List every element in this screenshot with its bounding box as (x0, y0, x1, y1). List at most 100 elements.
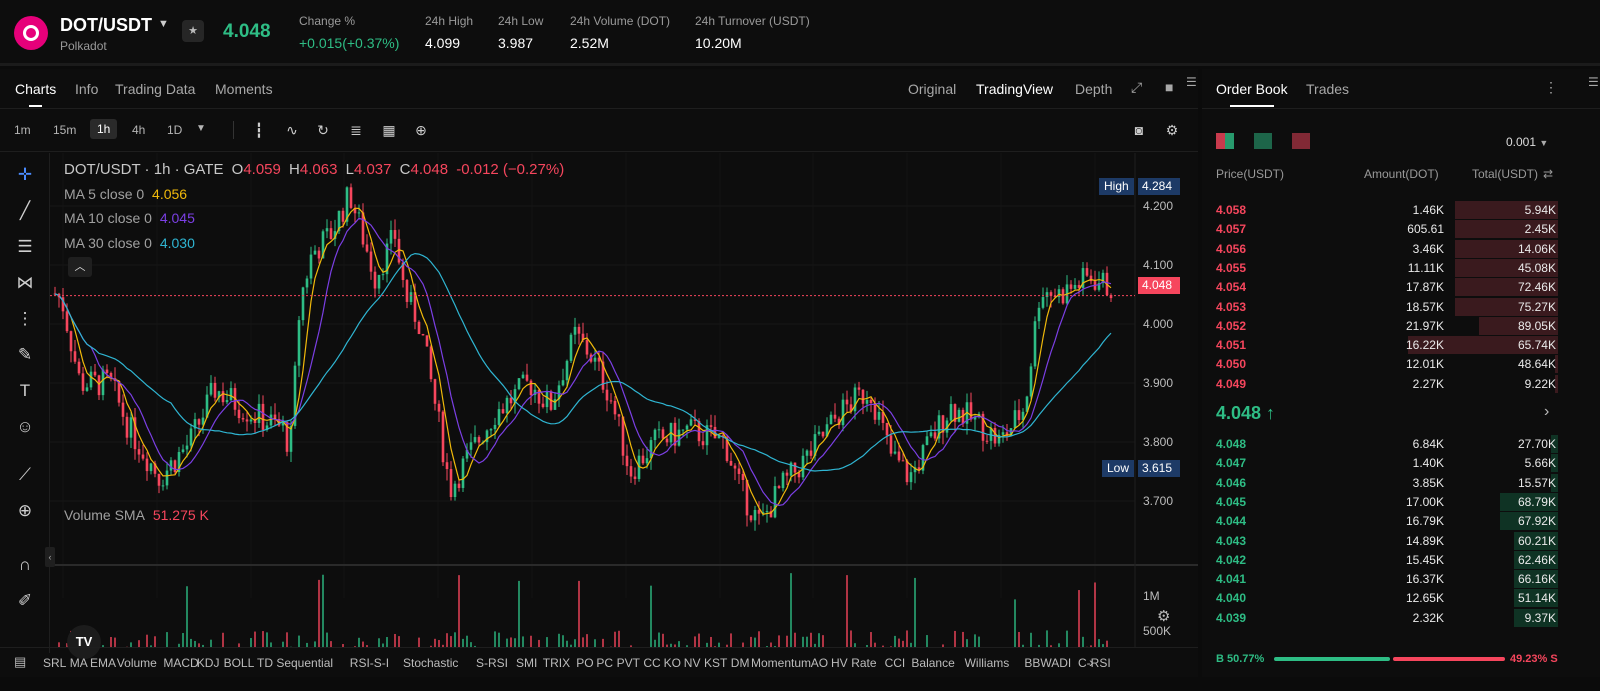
replay-icon[interactable]: ↻ (317, 122, 329, 138)
view-depth[interactable]: Depth (1075, 81, 1113, 97)
more-menu-icon[interactable]: ⋮ (1544, 79, 1558, 95)
indicator-pc[interactable]: PC (596, 656, 614, 670)
indicator-pvt[interactable]: PVT (616, 656, 640, 670)
indicator-nv[interactable]: NV (683, 656, 701, 670)
emoji-icon[interactable]: ☺ (16, 417, 34, 436)
fib-icon[interactable]: ⋮ (16, 309, 34, 328)
indicator-ko[interactable]: KO (663, 656, 681, 670)
view-tradingview[interactable]: TradingView (976, 81, 1054, 97)
bid-row[interactable]: 4.047 1.40K 5.66K (1216, 453, 1558, 473)
indicator-adi[interactable]: ADI (1051, 656, 1072, 670)
timeframe-1d[interactable]: 1D (167, 123, 183, 137)
bid-row[interactable]: 4.040 12.65K 51.14K (1216, 588, 1558, 608)
tab-info[interactable]: Info (75, 81, 99, 97)
indicator-rsi-s-i[interactable]: RSI-S-I (349, 656, 390, 670)
layout-square-icon[interactable]: ■ (1165, 79, 1174, 95)
indicator-balance[interactable]: Balance (911, 656, 955, 670)
ask-row[interactable]: 4.056 3.46K 14.06K (1216, 239, 1558, 258)
indicator-ma[interactable]: MA (69, 656, 88, 670)
bid-row[interactable]: 4.044 16.79K 67.92K (1216, 511, 1558, 531)
bid-row[interactable]: 4.048 6.84K 27.70K (1216, 434, 1558, 453)
trend-line-icon[interactable]: ╱ (19, 201, 31, 220)
tab-order-book[interactable]: Order Book (1216, 81, 1288, 107)
bid-row[interactable]: 4.046 3.85K 15.57K (1216, 473, 1558, 492)
pair-name[interactable]: DOT/USDT (60, 15, 152, 35)
indicator-bbw[interactable]: BBW (1024, 656, 1052, 670)
indicator-cc[interactable]: CC (643, 656, 661, 670)
indicator-hv[interactable]: HV (831, 656, 848, 670)
indicator-ema[interactable]: EMA (90, 656, 117, 670)
brush-icon[interactable]: ✎ (17, 345, 33, 364)
timeframe-1m[interactable]: 1m (14, 123, 31, 137)
candlestick-icon[interactable]: ┇ (254, 122, 264, 138)
tab-trades[interactable]: Trades (1306, 81, 1350, 97)
indicator-macd[interactable]: MACD (163, 656, 199, 670)
indicators-next-icon[interactable]: › (1089, 654, 1094, 670)
precision-select[interactable]: 0.001 ▼ (1506, 135, 1549, 149)
expand-icon[interactable]: ⤢ (1131, 79, 1143, 95)
indicator-ao[interactable]: AO (810, 656, 829, 670)
indicator-srl[interactable]: SRL (43, 656, 67, 670)
indicator-td-sequential[interactable]: TD Sequential (257, 656, 334, 670)
ask-row[interactable]: 4.050 12.01K 48.64K (1216, 354, 1558, 374)
zoom-in-icon[interactable]: ⊕ (17, 501, 33, 520)
timeframe-dropdown-icon[interactable]: ▼ (196, 123, 206, 134)
indicator-williams[interactable]: Williams (964, 656, 1010, 670)
indicator-po[interactable]: PO (576, 656, 594, 670)
indicator-dm[interactable]: DM (730, 656, 750, 670)
indicator-c-rsi[interactable]: C-RSI (1078, 656, 1111, 670)
indicator-s-rsi[interactable]: S-RSI (476, 656, 509, 670)
bid-row[interactable]: 4.043 14.89K 60.21K (1216, 531, 1558, 550)
mid-price-arrow-icon[interactable]: › (1544, 403, 1550, 420)
text-tool-icon[interactable]: T (19, 381, 31, 400)
ask-row[interactable]: 4.054 17.87K 72.46K (1216, 277, 1558, 297)
menu-lines-icon[interactable]: ☰ (1186, 75, 1197, 89)
layout-grid-icon[interactable]: ▦ (382, 122, 396, 138)
indicators-icon[interactable]: ∿ (286, 122, 298, 138)
tradingview-logo[interactable]: TV (67, 625, 101, 659)
lock-drawing-icon[interactable]: ✐ (17, 591, 33, 610)
timeframe-15m[interactable]: 15m (53, 123, 77, 137)
add-icon[interactable]: ⊕ (415, 122, 427, 138)
template-icon[interactable]: ≣ (350, 122, 362, 138)
view-both-icon[interactable] (1216, 133, 1234, 149)
indicator-momentum[interactable]: Momentum (751, 656, 812, 670)
ask-row[interactable]: 4.057 605.61 2.45K (1216, 219, 1558, 239)
indicator-stochastic[interactable]: Stochastic (403, 656, 459, 670)
tab-moments[interactable]: Moments (215, 81, 273, 97)
pattern-icon[interactable]: ⋈ (16, 273, 34, 292)
collapse-sidebar-icon[interactable]: ‹ (45, 547, 55, 567)
ask-row[interactable]: 4.052 21.97K 89.05K (1216, 316, 1558, 335)
pair-dropdown-icon[interactable]: ▼ (158, 18, 169, 30)
magnet-icon[interactable]: ∩ (18, 555, 32, 574)
ask-row[interactable]: 4.051 16.22K 65.74K (1216, 335, 1558, 355)
tab-charts[interactable]: Charts (15, 81, 57, 107)
ruler-icon[interactable]: ⟋ (19, 465, 31, 484)
indicator-rate[interactable]: Rate (851, 656, 877, 670)
timeframe-1h[interactable]: 1h (90, 119, 118, 139)
collapse-legend-icon[interactable]: ︿ (68, 257, 92, 277)
horizontal-lines-icon[interactable]: ☰ (17, 237, 33, 256)
indicator-kdj[interactable]: KDJ (196, 656, 220, 670)
indicator-cci[interactable]: CCI (884, 656, 906, 670)
view-bids-icon[interactable] (1254, 133, 1272, 149)
indicator-boll[interactable]: BOLL (223, 656, 255, 670)
bid-row[interactable]: 4.042 15.45K 62.46K (1216, 550, 1558, 569)
calendar-icon[interactable]: ▤ (14, 654, 27, 669)
bid-row[interactable]: 4.039 2.32K 9.37K (1216, 608, 1558, 627)
view-original[interactable]: Original (908, 81, 957, 97)
ask-row[interactable]: 4.055 11.11K 45.08K (1216, 258, 1558, 277)
crosshair-icon[interactable]: ✛ (17, 165, 33, 184)
ask-row[interactable]: 4.058 1.46K 5.94K (1216, 200, 1558, 219)
bid-row[interactable]: 4.045 17.00K 68.79K (1216, 492, 1558, 511)
settings-gear-icon[interactable]: ⚙ (1165, 122, 1179, 138)
view-asks-icon[interactable] (1292, 133, 1310, 149)
tab-trading-data[interactable]: Trading Data (115, 81, 196, 97)
axis-settings-icon[interactable]: ⚙ (1157, 608, 1171, 625)
indicator-kst[interactable]: KST (704, 656, 728, 670)
sort-icon[interactable]: ⇄ (1543, 167, 1554, 181)
ask-row[interactable]: 4.049 2.27K 9.22K (1216, 374, 1558, 393)
ask-row[interactable]: 4.053 18.57K 75.27K (1216, 297, 1558, 316)
indicator-volume[interactable]: Volume (116, 656, 157, 670)
menu-lines-icon-right[interactable]: ☰ (1588, 75, 1599, 89)
